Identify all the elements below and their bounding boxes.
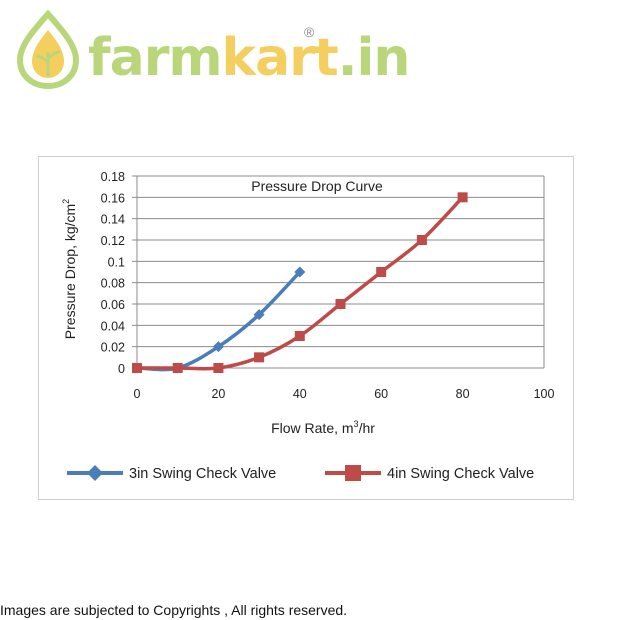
y-tick-label: 0.04: [101, 319, 125, 333]
legend-label: 4in Swing Check Valve: [387, 466, 534, 482]
axes: [132, 175, 544, 369]
legend: 3in Swing Check Valve 4in Swing Check Val…: [67, 465, 534, 482]
data-point-square: [376, 267, 387, 277]
data-point-square: [457, 192, 468, 203]
series-2: [132, 192, 468, 373]
x-tick-label: 80: [456, 387, 470, 401]
logo-kart: kart: [221, 28, 339, 88]
x-tick-label: 0: [134, 387, 141, 401]
leaf-drop-icon: [16, 10, 80, 90]
y-tick-label: 0.08: [101, 277, 125, 291]
x-tick-label: 20: [211, 387, 225, 401]
data-point-square: [172, 363, 183, 373]
x-tick-labels: 0 20 40 60 80 100: [134, 387, 555, 401]
y-axis-label-main: Pressure Drop, kg/cm: [62, 204, 78, 339]
x-axis-label-sup: 3: [354, 419, 359, 429]
data-point-diamond: [294, 266, 306, 278]
data-point-square: [416, 235, 427, 245]
legend-label: 3in Swing Check Valve: [129, 466, 276, 482]
y-axis-label-sup: 2: [61, 199, 71, 204]
x-axis-label-suffix: /hr: [359, 420, 376, 436]
registered-mark: ®: [304, 24, 315, 40]
data-point-diamond: [253, 309, 265, 321]
legend-item: 3in Swing Check Valve: [67, 465, 276, 482]
y-tick-labels: 0 0.02 0.04 0.06 0.08 0.1 0.12 0.14 0.16 0.18: [101, 170, 125, 376]
data-point-square: [254, 352, 265, 363]
legend-marker: [87, 465, 103, 481]
legend-marker: [345, 465, 361, 481]
data-point-square: [294, 331, 305, 341]
y-axis-label: Pressure Drop, kg/cm2: [61, 199, 78, 339]
legend-item: 4in Swing Check Valve: [325, 465, 534, 482]
logo-dotin: .in: [337, 28, 411, 88]
y-tick-label: 0: [118, 362, 125, 376]
y-tick-label: 0.16: [101, 191, 125, 205]
copyright-footer: Images are subjected to Copyrights , All…: [0, 602, 348, 618]
logo-wordmark: farmkart.in: [88, 28, 411, 88]
y-tick-label: 0.12: [101, 234, 125, 248]
series-layer: [131, 192, 468, 374]
y-tick-label: 0.06: [101, 298, 125, 312]
data-point-diamond: [212, 341, 224, 353]
y-tick-label: 0.14: [101, 213, 125, 227]
data-point-square: [335, 299, 346, 309]
x-axis-label-main: Flow Rate, m: [271, 420, 353, 436]
grid-lines: [137, 175, 545, 368]
series-line: [135, 270, 302, 372]
x-tick-label: 60: [374, 387, 388, 401]
data-point-square: [132, 363, 142, 373]
x-axis-label: Flow Rate, m3/hr: [271, 419, 375, 436]
y-tick-label: 0.1: [108, 255, 125, 269]
logo-farm: farm: [88, 28, 223, 88]
y-tick-label: 0.02: [101, 341, 125, 355]
chart-container: Pressure Drop Curve 0 0.02 0.04 0.06 0.08 0.1…: [38, 156, 574, 500]
chart-title: Pressure Drop Curve: [251, 178, 383, 194]
pressure-drop-chart: Pressure Drop Curve 0 0.02 0.04 0.06 0.08 0.1…: [61, 170, 555, 482]
farmkart-logo: farmkart.in ®: [8, 10, 410, 90]
y-tick-label: 0.18: [101, 170, 125, 184]
x-tick-label: 100: [534, 387, 555, 401]
data-point-square: [213, 363, 224, 373]
x-tick-label: 40: [293, 387, 307, 401]
